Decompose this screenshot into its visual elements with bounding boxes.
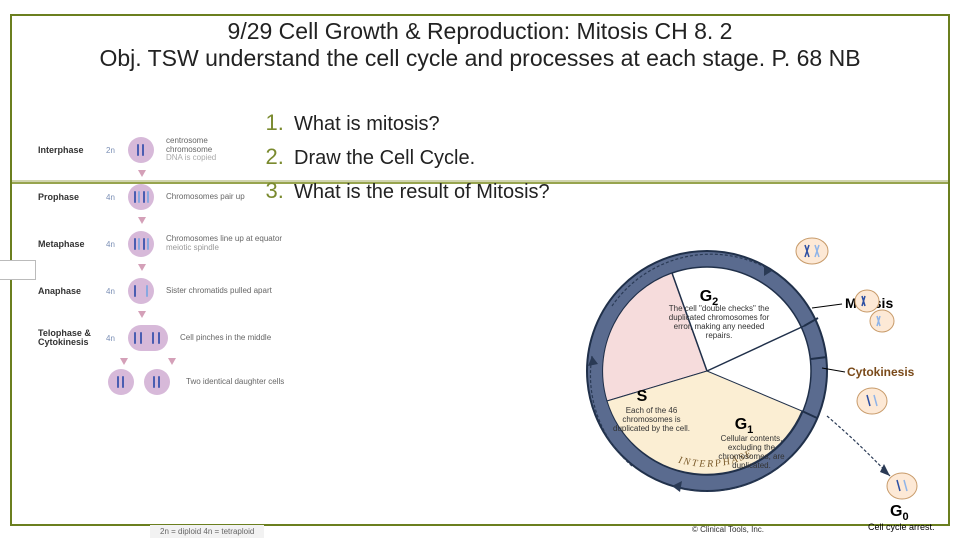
mini-cell-icon (857, 388, 887, 414)
arrow-icon (138, 170, 146, 177)
cell-icon (128, 137, 154, 163)
phase-anaphase: Anaphase 4n Sister chromatids pulled apa… (38, 271, 388, 311)
phase-metaphase: Metaphase 4n Chromosomes line up at equa… (38, 224, 388, 264)
mini-cell-icon (870, 310, 894, 332)
arrow-icon (168, 358, 176, 365)
g0-desc: Cell cycle arrest. (868, 522, 935, 532)
cell-icon (128, 278, 154, 304)
arrow-icon (138, 217, 146, 224)
mini-cell-icon (796, 238, 828, 264)
ploidy-legend: 2n = diploid 4n = tetraploid (150, 525, 264, 538)
cell-icon (128, 184, 154, 210)
phase-telophase: Telophase & Cytokinesis 4n Cell pinches … (38, 318, 388, 358)
g1-desc: Cellular contents, excluding the chromos… (704, 434, 799, 470)
mini-cell-icon (855, 290, 879, 312)
side-notch (0, 260, 36, 280)
credit-text: © Clinical Tools, Inc. (692, 525, 764, 534)
s-label: S (637, 388, 648, 405)
cell-icon (108, 369, 134, 395)
arrow-icon (120, 358, 128, 365)
phase-interphase: Interphase 2n centrosome chromosome DNA … (38, 130, 388, 170)
cell-icon (128, 325, 168, 351)
mini-cell-icon (887, 473, 917, 499)
s-desc: Each of the 46 chromosomes is duplicated… (604, 406, 699, 433)
phase-prophase: Prophase 4n Chromosomes pair up (38, 177, 388, 217)
g0-label: G0 (890, 503, 909, 523)
result-row: Two identical daughter cells (108, 369, 388, 395)
mitosis-stage-diagram: Interphase 2n centrosome chromosome DNA … (38, 130, 388, 395)
g2-desc: The cell "double checks" the duplicated … (660, 304, 778, 340)
cell-icon (144, 369, 170, 395)
cell-icon (128, 231, 154, 257)
cell-cycle-diagram: INTERPHASE G2 S G1 The cell "double chec… (512, 196, 952, 536)
arrow-icon (138, 311, 146, 318)
arrow-icon (138, 264, 146, 271)
cytokinesis-label: Cytokinesis (847, 365, 915, 379)
